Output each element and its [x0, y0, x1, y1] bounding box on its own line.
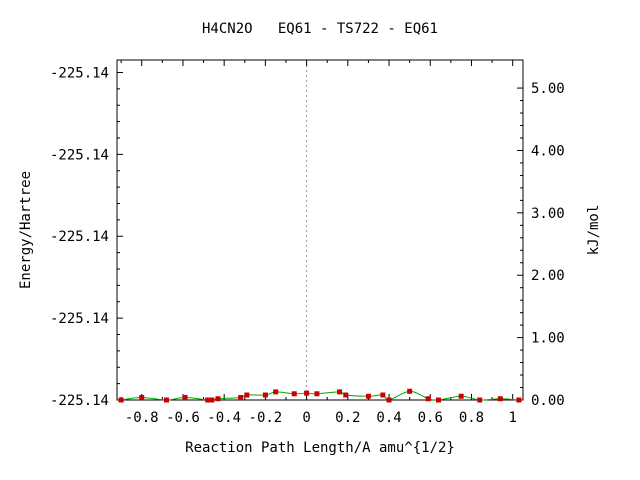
x-axis-label: Reaction Path Length/A amu^{1/2} — [185, 440, 455, 456]
x-tick-label: 1 — [508, 410, 516, 426]
x-tick-label: -0.8 — [125, 410, 159, 426]
data-point — [386, 397, 392, 403]
data-point — [337, 389, 343, 395]
data-point — [205, 397, 211, 403]
x-tick-label: -0.4 — [207, 410, 241, 426]
data-point — [458, 393, 464, 399]
y-right-tick-label: 3.00 — [531, 206, 565, 222]
x-tick-label: 0.4 — [376, 410, 401, 426]
data-point — [425, 396, 431, 402]
data-point — [365, 393, 371, 399]
x-tick-label: -0.2 — [249, 410, 283, 426]
data-point — [343, 392, 349, 398]
y-right-tick-label: 5.00 — [531, 81, 565, 97]
y-left-tick-label: -225.14 — [50, 393, 109, 409]
data-point — [209, 397, 215, 403]
y-right-tick-label: 4.00 — [531, 143, 565, 159]
y-axis-right: 0.00 1.00 2.00 3.00 4.00 5.00 — [517, 81, 565, 409]
y-left-tick-label: -225.14 — [50, 147, 109, 163]
x-axis: -0.8 -0.6 -0.4 -0.2 0 0.2 0.4 0.6 0.8 1 — [120, 60, 517, 426]
y-axis-label-left: Energy/Hartree — [18, 171, 34, 289]
y-axis-label-right: kJ/mol — [586, 205, 602, 256]
plot-frame — [116, 59, 524, 401]
data-point — [182, 395, 188, 401]
data-point — [215, 396, 221, 402]
data-point — [273, 389, 279, 395]
data-point — [314, 391, 320, 397]
data-point — [497, 396, 503, 402]
y-left-tick-label: -225.14 — [50, 311, 109, 327]
data-point — [436, 397, 442, 403]
data-point — [304, 390, 310, 396]
y-left-tick-label: -225.14 — [50, 229, 109, 245]
x-tick-label: 0 — [302, 410, 310, 426]
data-point — [139, 395, 145, 401]
data-point — [291, 391, 297, 397]
x-tick-label: 0.2 — [335, 410, 360, 426]
data-point — [477, 397, 483, 403]
y-right-tick-label: 1.00 — [531, 331, 565, 347]
data-point — [238, 395, 244, 401]
data-point — [163, 397, 169, 403]
data-point — [262, 392, 268, 398]
y-right-tick-label: 0.00 — [531, 393, 565, 409]
data-point — [244, 392, 250, 398]
y-right-tick-label: 2.00 — [531, 268, 565, 284]
y-left-tick-label: -225.14 — [50, 65, 109, 81]
series-layer — [118, 388, 522, 403]
data-point — [380, 392, 386, 398]
chart-title: H4CN2O EQ61 - TS722 - EQ61 — [202, 21, 438, 37]
data-point — [516, 397, 522, 403]
x-tick-label: 0.6 — [418, 410, 443, 426]
x-tick-label: 0.8 — [459, 410, 484, 426]
data-point — [118, 397, 124, 403]
y-axis-left: -225.14 -225.14 -225.14 -225.14 -225.14 — [50, 65, 123, 409]
data-point — [407, 388, 413, 394]
x-tick-label: -0.6 — [166, 410, 200, 426]
